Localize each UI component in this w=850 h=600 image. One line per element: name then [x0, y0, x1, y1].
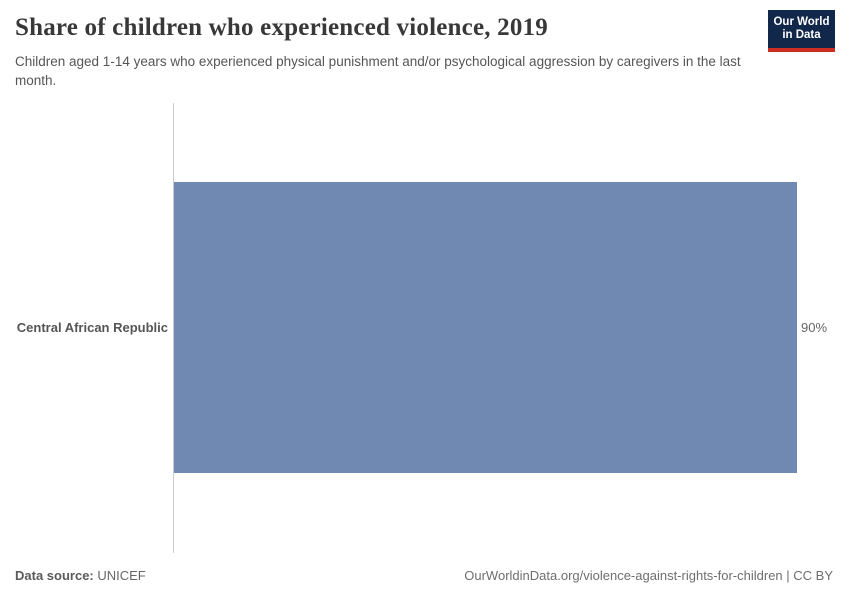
- data-source-value: UNICEF: [93, 568, 146, 583]
- citation-link[interactable]: OurWorldinData.org/violence-against-righ…: [464, 568, 833, 583]
- bar-central-african-republic[interactable]: [174, 182, 797, 473]
- data-source: Data source: UNICEF: [15, 568, 146, 583]
- chart-title: Share of children who experienced violen…: [15, 14, 548, 41]
- owid-logo-line2: in Data: [782, 29, 821, 41]
- bar-value-label: 90%: [801, 320, 828, 335]
- footer: Data source: UNICEF OurWorldinData.org/v…: [15, 568, 833, 583]
- chart-subtitle: Children aged 1-14 years who experienced…: [15, 54, 741, 88]
- plot-area: [174, 103, 797, 553]
- owid-logo[interactable]: Our World in Data: [768, 10, 835, 52]
- owid-logo-line1: Our World: [773, 15, 830, 28]
- owid-logo-text: Our World in Data: [773, 16, 829, 43]
- data-source-label: Data source:: [15, 568, 94, 583]
- y-axis-line: [173, 103, 174, 553]
- entity-label-central-african-republic: Central African Republic: [16, 320, 168, 335]
